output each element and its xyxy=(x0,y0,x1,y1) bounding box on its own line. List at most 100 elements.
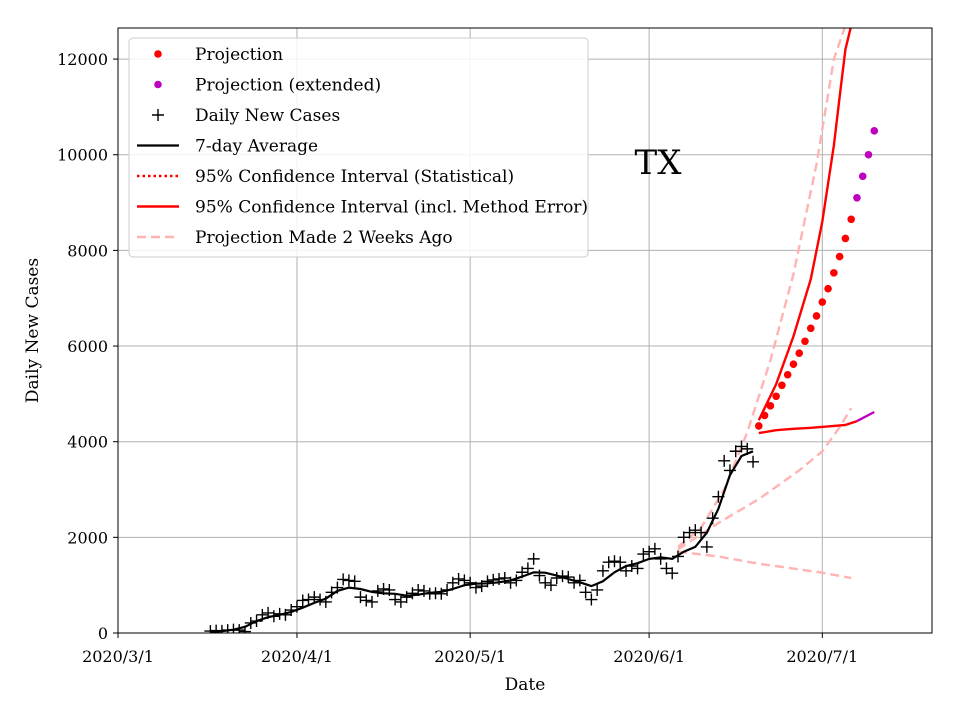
daily-case-marker xyxy=(256,608,269,621)
legend-box xyxy=(128,37,589,258)
daily-case-marker xyxy=(747,455,760,468)
daily-case-marker xyxy=(539,576,552,589)
legend-label: Projection xyxy=(195,45,283,65)
daily-case-marker xyxy=(521,562,534,575)
daily-case-marker xyxy=(487,573,500,586)
daily-case-marker xyxy=(718,454,731,467)
daily-case-marker xyxy=(319,595,332,608)
x-axis-label: Date xyxy=(505,675,546,695)
projection-point xyxy=(789,360,798,369)
daily-case-marker xyxy=(666,567,679,580)
legend-label: 7-day Average xyxy=(195,137,318,157)
daily-case-marker xyxy=(279,608,292,621)
daily-case-marker xyxy=(556,570,569,583)
daily-case-marker xyxy=(371,584,384,597)
daily-case-marker xyxy=(591,583,604,596)
daily-case-marker xyxy=(325,586,338,599)
projection-point xyxy=(772,392,780,401)
legend-plus-icon xyxy=(152,109,164,121)
legend-label: Projection Made 2 Weeks Ago xyxy=(195,228,453,248)
old-projection-line xyxy=(677,407,853,551)
daily-case-marker xyxy=(308,591,321,604)
daily-case-marker xyxy=(493,572,506,585)
daily-case-marker xyxy=(689,524,702,537)
daily-case-marker xyxy=(244,616,257,629)
daily-case-marker xyxy=(464,576,477,589)
legend-label: Projection (extended) xyxy=(195,76,381,96)
ci-lower-line xyxy=(758,419,858,435)
legend-item: Daily New Cases xyxy=(152,106,340,126)
daily-case-marker xyxy=(625,560,638,573)
daily-case-marker xyxy=(677,531,690,544)
daily-case-marker xyxy=(620,564,633,577)
daily-case-marker xyxy=(648,542,661,555)
projection-point xyxy=(830,269,838,277)
projection-point xyxy=(778,381,786,390)
daily-case-marker xyxy=(441,583,454,596)
daily-case-marker xyxy=(452,572,465,585)
daily-case-marker xyxy=(608,555,621,568)
y-axis-label: Daily New Cases xyxy=(23,258,43,403)
old-projection-line xyxy=(677,28,846,548)
x-tick-label: 2020/3/1 xyxy=(82,647,154,666)
projection-point xyxy=(760,411,769,420)
daily-case-marker xyxy=(504,576,517,589)
daily-case-marker xyxy=(302,593,315,606)
daily-case-marker xyxy=(394,595,407,608)
projection-point xyxy=(847,215,855,224)
daily-case-marker xyxy=(643,545,656,558)
daily-case-marker xyxy=(354,591,367,604)
daily-case-marker xyxy=(481,575,494,588)
legend-label: Daily New Cases xyxy=(195,106,340,126)
daily-case-marker xyxy=(568,576,581,589)
daily-case-marker xyxy=(215,624,228,633)
daily-case-marker xyxy=(475,580,488,593)
daily-case-marker xyxy=(695,526,708,539)
x-tick-label: 2020/6/1 xyxy=(613,647,685,666)
legend-item: 95% Confidence Interval (Statistical) xyxy=(137,167,514,187)
daily-case-marker xyxy=(735,440,748,453)
daily-case-marker xyxy=(458,574,471,587)
daily-case-marker xyxy=(573,574,586,587)
daily-case-marker xyxy=(389,593,402,606)
daily-case-marker xyxy=(337,573,350,586)
legend-label: 95% Confidence Interval (Statistical) xyxy=(195,167,514,187)
projection-point xyxy=(841,234,850,243)
daily-case-marker xyxy=(383,583,396,596)
daily-case-marker xyxy=(377,583,390,595)
legend-label: 95% Confidence Interval (incl. Method Er… xyxy=(195,198,588,218)
daily-case-marker xyxy=(296,594,309,607)
daily-case-marker xyxy=(544,579,557,592)
projection-point xyxy=(766,402,775,410)
legend-item: Projection xyxy=(154,45,283,65)
daily-case-marker xyxy=(233,624,246,633)
daily-case-marker xyxy=(700,540,713,553)
daily-case-marker xyxy=(660,562,673,575)
y-tick-label: 12000 xyxy=(57,50,108,69)
legend-item: Projection Made 2 Weeks Ago xyxy=(137,228,453,248)
legend-dot-icon xyxy=(154,50,162,58)
y-tick-label: 2000 xyxy=(67,528,108,547)
projection-extended-point xyxy=(870,127,879,135)
daily-case-marker xyxy=(527,552,540,565)
old-projection-line xyxy=(677,550,852,580)
daily-case-marker xyxy=(314,593,327,606)
projection-point xyxy=(801,337,809,346)
daily-case-marker xyxy=(729,445,742,458)
daily-case-marker xyxy=(723,464,736,477)
y-tick-label: 0 xyxy=(98,624,108,643)
daily-case-marker xyxy=(239,625,252,633)
plot-area xyxy=(204,28,879,633)
daily-case-marker xyxy=(273,607,286,620)
y-tick-label: 10000 xyxy=(57,146,108,165)
daily-case-marker xyxy=(579,586,592,599)
legend-item: 95% Confidence Interval (incl. Method Er… xyxy=(137,198,588,218)
daily-case-marker xyxy=(498,572,511,584)
daily-case-marker xyxy=(366,595,379,608)
y-tick-label: 8000 xyxy=(67,241,108,260)
daily-case-marker xyxy=(417,584,430,597)
daily-case-marker xyxy=(250,615,263,628)
projection-point xyxy=(795,349,804,358)
